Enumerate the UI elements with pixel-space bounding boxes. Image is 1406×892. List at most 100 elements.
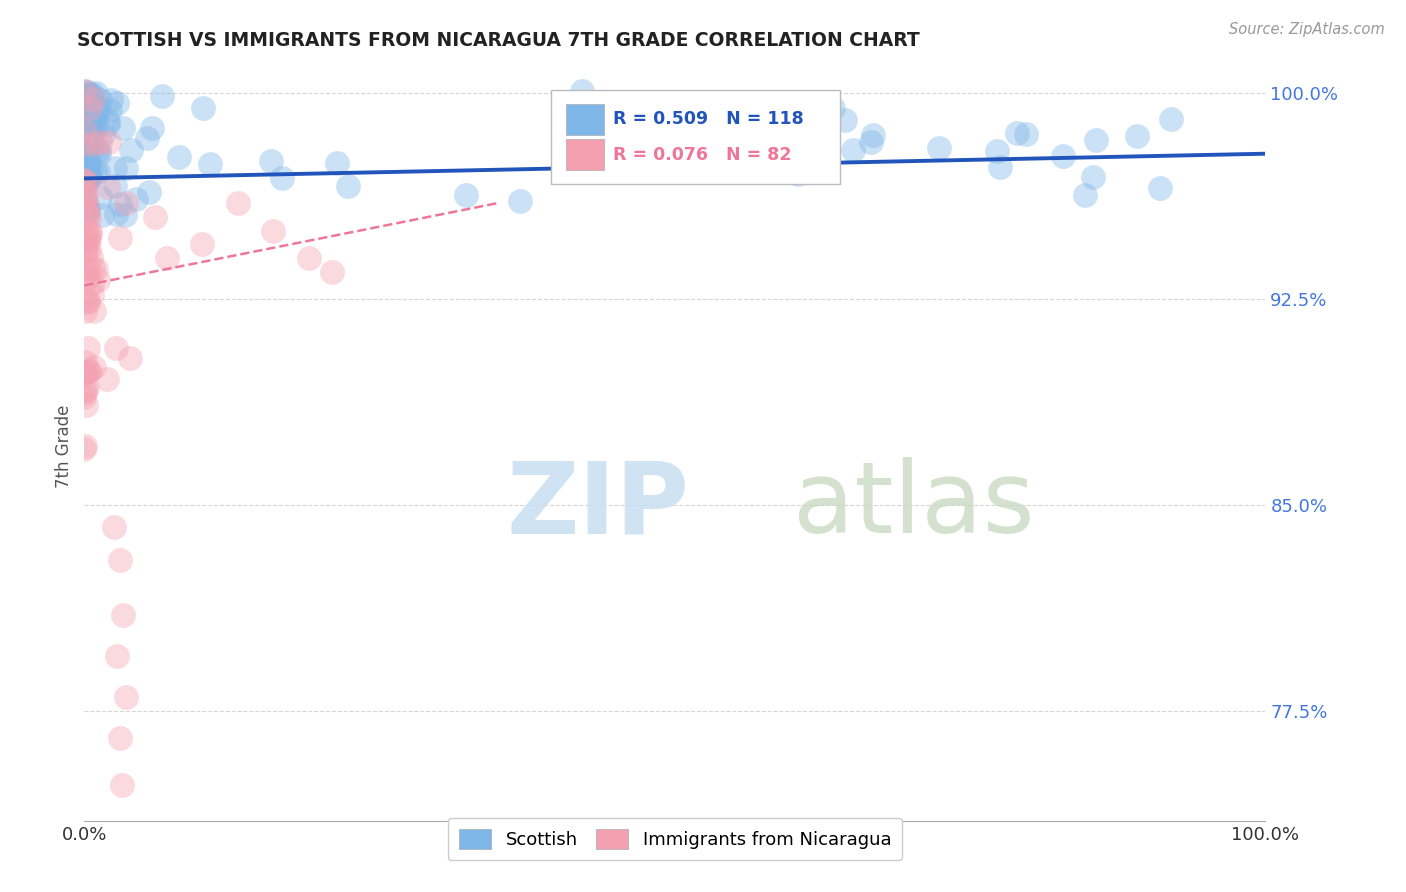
Point	[73, 147, 96, 161]
Point	[571, 84, 593, 98]
Point	[77, 156, 100, 170]
Point	[138, 185, 160, 199]
Point	[73, 84, 96, 98]
Point	[841, 143, 863, 157]
Point	[336, 178, 359, 193]
Point	[120, 143, 142, 157]
Point	[87, 102, 110, 116]
Point	[1084, 133, 1107, 147]
Point	[73, 156, 96, 170]
Point	[73, 442, 96, 457]
Point	[76, 270, 98, 285]
Point	[321, 265, 343, 279]
Point	[260, 153, 283, 168]
Point	[73, 123, 96, 137]
Point	[79, 101, 101, 115]
Point	[79, 88, 101, 103]
Point	[73, 97, 96, 112]
Point	[91, 127, 114, 141]
Point	[76, 171, 98, 186]
Point	[75, 135, 97, 149]
Point	[73, 355, 96, 369]
Point	[198, 157, 221, 171]
Point	[87, 106, 110, 120]
Point	[80, 161, 103, 175]
Point	[87, 146, 110, 161]
Point	[75, 366, 97, 380]
Point	[104, 178, 127, 193]
Point	[73, 174, 96, 188]
Legend: Scottish, Immigrants from Nicaragua: Scottish, Immigrants from Nicaragua	[447, 818, 903, 860]
Point	[82, 113, 104, 128]
Point	[98, 103, 121, 117]
Point	[73, 390, 96, 404]
Point	[75, 95, 97, 110]
Point	[84, 104, 107, 119]
Point	[108, 197, 131, 211]
Text: R = 0.076   N = 82: R = 0.076 N = 82	[613, 145, 792, 163]
Point	[97, 180, 120, 194]
Point	[82, 92, 104, 106]
Point	[167, 150, 190, 164]
Point	[77, 168, 100, 182]
Y-axis label: 7th Grade: 7th Grade	[55, 404, 73, 488]
Point	[108, 553, 131, 567]
Point	[73, 304, 96, 318]
Point	[76, 293, 98, 308]
Point	[76, 381, 98, 395]
Point	[76, 295, 98, 310]
Point	[75, 140, 97, 154]
Point	[77, 122, 100, 136]
Point	[105, 207, 128, 221]
Point	[73, 89, 96, 103]
Point	[143, 210, 166, 224]
Point	[104, 161, 127, 175]
Point	[115, 161, 138, 176]
Point	[1005, 127, 1028, 141]
Point	[75, 185, 97, 199]
Point	[73, 115, 96, 129]
Point	[156, 251, 179, 265]
Point	[73, 439, 96, 453]
Point	[79, 364, 101, 378]
Point	[644, 97, 666, 112]
Point	[87, 143, 110, 157]
Point	[191, 237, 214, 252]
Point	[86, 145, 108, 159]
Point	[84, 86, 107, 100]
Point	[75, 95, 97, 110]
Point	[108, 731, 131, 746]
Point	[73, 383, 96, 397]
Point	[79, 138, 101, 153]
Point	[73, 86, 96, 100]
Point	[79, 242, 101, 256]
Point	[111, 778, 134, 792]
Point	[928, 141, 950, 155]
FancyBboxPatch shape	[567, 103, 605, 135]
Point	[141, 121, 163, 136]
Point	[76, 223, 98, 237]
Point	[86, 273, 108, 287]
Point	[73, 112, 96, 127]
Point	[988, 160, 1011, 174]
Point	[298, 251, 321, 265]
Point	[76, 132, 98, 146]
Point	[509, 194, 531, 208]
Point	[91, 208, 114, 222]
Point	[97, 117, 120, 131]
Point	[823, 101, 845, 115]
Point	[73, 228, 96, 243]
Point	[89, 190, 111, 204]
Point	[1052, 149, 1074, 163]
Point	[76, 207, 98, 221]
Point	[73, 187, 96, 202]
Point	[97, 136, 120, 150]
Point	[325, 156, 347, 170]
Point	[1149, 181, 1171, 195]
Point	[262, 223, 284, 237]
Point	[86, 165, 108, 179]
Point	[73, 114, 96, 128]
Point	[614, 141, 637, 155]
Point	[77, 88, 100, 103]
Point	[73, 138, 96, 153]
